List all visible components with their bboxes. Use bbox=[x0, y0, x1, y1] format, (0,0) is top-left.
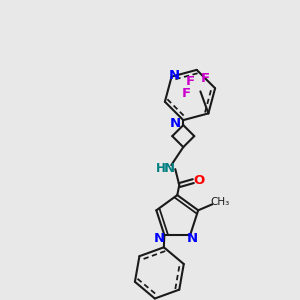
Text: N: N bbox=[154, 232, 165, 245]
Text: F: F bbox=[201, 72, 210, 85]
Text: N: N bbox=[169, 69, 180, 82]
Text: F: F bbox=[186, 75, 195, 88]
Text: N: N bbox=[170, 117, 181, 130]
Text: H: H bbox=[156, 162, 166, 175]
Text: N: N bbox=[164, 162, 175, 175]
Text: N: N bbox=[187, 232, 198, 245]
Text: CH₃: CH₃ bbox=[211, 197, 230, 207]
Text: O: O bbox=[194, 174, 205, 187]
Text: F: F bbox=[182, 87, 191, 100]
